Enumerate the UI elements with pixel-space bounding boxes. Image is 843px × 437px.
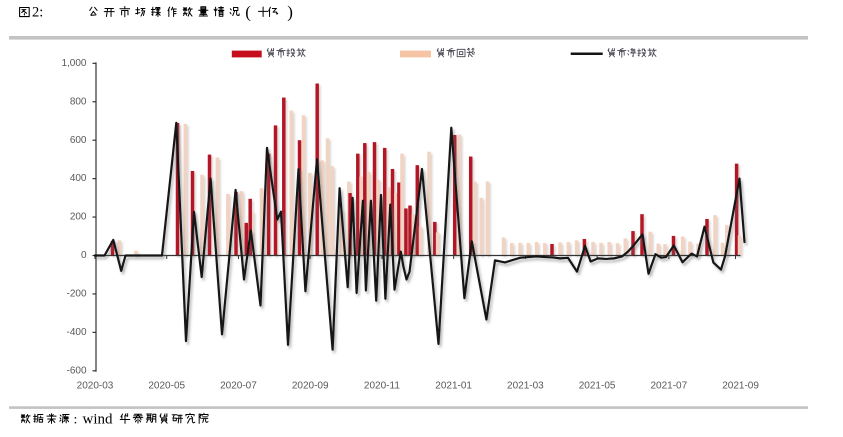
svg-text:400: 400 <box>70 173 87 184</box>
svg-text:-400: -400 <box>66 327 86 338</box>
svg-text:): ) <box>287 2 293 21</box>
svg-text:2020-09: 2020-09 <box>292 381 329 392</box>
svg-text:2:: 2: <box>32 4 43 20</box>
svg-text:0: 0 <box>81 250 87 261</box>
svg-text:2020-11: 2020-11 <box>364 381 400 392</box>
svg-text:(: ( <box>245 2 251 21</box>
svg-text:2021-05: 2021-05 <box>579 381 616 392</box>
svg-text:-600: -600 <box>66 365 86 376</box>
svg-text:1,000: 1,000 <box>61 58 86 69</box>
svg-text:2021-09: 2021-09 <box>722 381 759 392</box>
svg-text:2021-01: 2021-01 <box>435 381 472 392</box>
svg-text:2020-07: 2020-07 <box>220 381 257 392</box>
svg-text:-200: -200 <box>66 289 86 300</box>
svg-text::: : <box>74 413 78 428</box>
svg-text:200: 200 <box>70 212 87 223</box>
svg-text:wind: wind <box>83 412 114 428</box>
svg-text:2021-07: 2021-07 <box>650 381 687 392</box>
svg-text:2020-05: 2020-05 <box>148 381 185 392</box>
svg-text:800: 800 <box>70 96 87 107</box>
svg-text:2020-03: 2020-03 <box>77 381 114 392</box>
svg-text:2021-03: 2021-03 <box>507 381 544 392</box>
svg-text:600: 600 <box>70 135 87 146</box>
